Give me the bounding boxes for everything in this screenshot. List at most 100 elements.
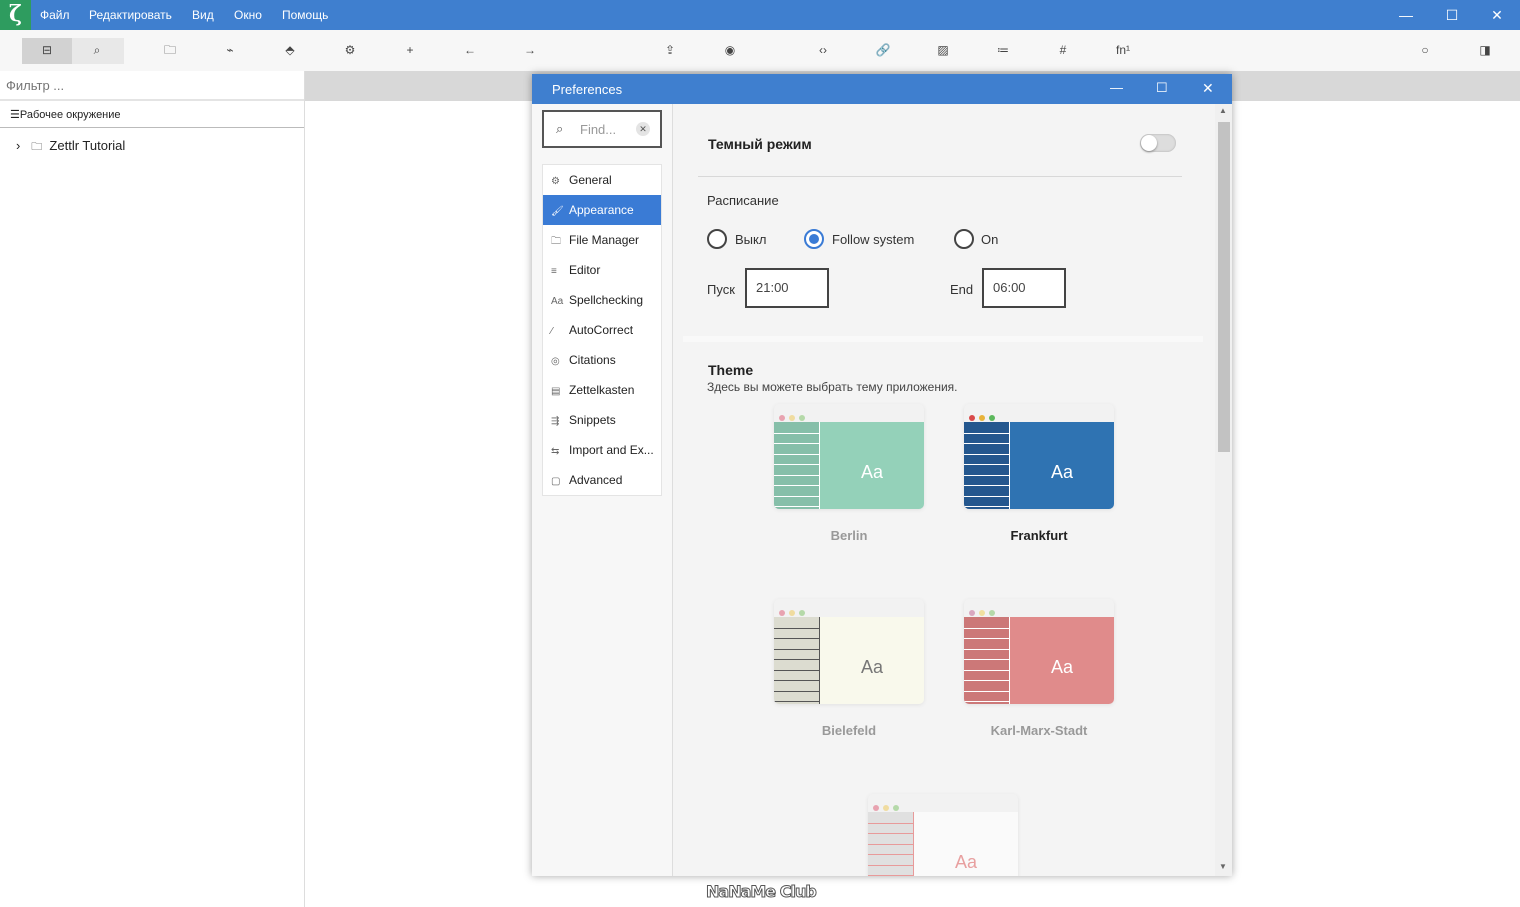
back-icon[interactable]: ←: [464, 43, 476, 57]
radio-follow-system-label: Follow system: [832, 232, 915, 247]
scroll-down-icon[interactable]: ▼: [1219, 862, 1227, 871]
start-label: Пуск: [707, 282, 735, 297]
file-manager-icon[interactable]: ⊟: [41, 43, 53, 57]
code-icon[interactable]: ‹›: [819, 43, 827, 57]
theme-preview-text: Aa: [819, 617, 924, 704]
maximize-button[interactable]: ☐: [1445, 7, 1459, 23]
start-time-input[interactable]: 21:00: [745, 268, 829, 308]
end-time-input[interactable]: 06:00: [982, 268, 1066, 308]
list-icon[interactable]: ≔: [997, 43, 1009, 57]
radio-on[interactable]: [954, 229, 974, 249]
dark-mode-toggle[interactable]: [1140, 134, 1176, 152]
nav-item-editor[interactable]: ≡ Editor: [543, 255, 661, 285]
nav-label: Advanced: [569, 473, 623, 487]
nav-item-zettelkasten[interactable]: ▤ Zettelkasten: [543, 375, 661, 405]
nav-item-spellchecking[interactable]: Aa Spellchecking: [543, 285, 661, 315]
preview-icon[interactable]: ◉: [724, 43, 736, 57]
toolbar: [0, 30, 1520, 71]
tree-item[interactable]: › 🗀 Zettlr Tutorial: [16, 137, 125, 156]
nav-item-advanced[interactable]: ▢ Advanced: [543, 465, 661, 495]
workspace-label: Рабочее окружение: [19, 109, 121, 121]
radio-follow-system[interactable]: [804, 229, 824, 249]
nav-icon: ≡: [551, 266, 557, 277]
theme-card-more[interactable]: Aa: [868, 794, 1018, 876]
nav-icon: ⇶: [551, 416, 560, 427]
menu-file[interactable]: Файл: [40, 8, 70, 22]
clear-icon[interactable]: ✕: [636, 122, 650, 136]
nav-item-general[interactable]: ⚙ General: [543, 165, 661, 195]
pomodoro-icon[interactable]: ○: [1421, 43, 1429, 57]
theme-title: Theme: [708, 362, 754, 378]
chevron-right-icon[interactable]: ›: [16, 138, 21, 153]
nav-icon: ◎: [551, 356, 560, 367]
menu-view[interactable]: Вид: [192, 8, 214, 22]
find-input[interactable]: ⌕ Find... ✕: [542, 110, 662, 148]
dialog-minimize-button[interactable]: —: [1110, 80, 1123, 95]
nav-item-citations[interactable]: ◎ Citations: [543, 345, 661, 375]
dialog-title: Preferences: [552, 82, 623, 97]
export-icon[interactable]: ⇪: [664, 43, 676, 57]
nav-label: General: [569, 173, 612, 187]
menu-help[interactable]: Помощь: [282, 8, 329, 22]
nav-icon: ⇆: [551, 446, 560, 457]
theme-preview-sidebar: [774, 422, 819, 509]
zettlr-logo: ζ: [0, 0, 31, 30]
theme-card-karl-marx-stadt[interactable]: Aa: [964, 599, 1114, 704]
nav-item-autocorrect[interactable]: ⁄ AutoCorrect: [543, 315, 661, 345]
footnote-icon[interactable]: fn¹: [1115, 43, 1130, 57]
nav-label: Spellchecking: [569, 293, 644, 307]
image-icon[interactable]: ▨: [937, 43, 949, 57]
menu-edit[interactable]: Редактировать: [89, 8, 172, 22]
settings-icon[interactable]: ⚙: [344, 43, 356, 57]
theme-preview-sidebar: [868, 812, 913, 876]
nav-icon: ⚙: [551, 176, 560, 187]
theme-preview-text: Aa: [819, 422, 924, 509]
scrollbar-thumb[interactable]: [1218, 122, 1230, 452]
nav-item-appearance[interactable]: 🖌 Appearance: [543, 195, 661, 225]
open-folder-icon[interactable]: 🗀: [163, 43, 176, 57]
table-icon[interactable]: #: [1059, 43, 1067, 57]
nav-label: Editor: [569, 263, 601, 277]
theme-name[interactable]: Berlin: [830, 528, 868, 543]
theme-description: Здесь вы можете выбрать тему приложения.: [707, 380, 958, 394]
minimize-button[interactable]: —: [1399, 7, 1413, 23]
search-icon[interactable]: ⌕: [93, 43, 101, 57]
theme-card-frankfurt[interactable]: Aa: [964, 404, 1114, 509]
graph-icon[interactable]: ⌁: [226, 43, 234, 57]
folder-icon: 🗀: [31, 141, 43, 153]
radio-off-label: Выкл: [735, 232, 767, 247]
section-separator: [683, 336, 1203, 342]
scroll-up-icon[interactable]: ▲: [1219, 106, 1227, 115]
nav-list: ⚙ General 🖌 Appearance 🗀 File Manager ≡ Editor A…: [542, 164, 662, 496]
nav-item-file-manager[interactable]: 🗀 File Manager: [543, 225, 661, 255]
nav-icon: 🗀: [551, 236, 561, 247]
filter-input[interactable]: [0, 71, 304, 101]
close-button[interactable]: ✕: [1491, 7, 1503, 23]
nav-item-snippets[interactable]: ⇶ Snippets: [543, 405, 661, 435]
radio-off[interactable]: [707, 229, 727, 249]
dialog-close-button[interactable]: ✕: [1202, 80, 1214, 96]
dialog-maximize-button[interactable]: ☐: [1156, 80, 1168, 95]
menu-window[interactable]: Окно: [234, 8, 262, 22]
schedule-label: Расписание: [707, 193, 779, 208]
link-icon[interactable]: 🔗: [875, 43, 891, 57]
tree-item-label: Zettlr Tutorial: [49, 138, 126, 153]
theme-card-bielefeld[interactable]: Aa: [774, 599, 924, 704]
forward-icon[interactable]: →: [524, 43, 536, 57]
scrollbar[interactable]: ▲ ▼: [1215, 104, 1232, 876]
workspace-icon: ☰: [10, 109, 20, 121]
nav-icon: ▤: [551, 386, 561, 397]
new-file-icon[interactable]: +: [406, 43, 414, 57]
theme-name[interactable]: Bielefeld: [821, 723, 877, 738]
tag-icon[interactable]: ⬘: [285, 43, 295, 57]
theme-name[interactable]: Karl-Marx-Stadt: [990, 723, 1088, 738]
preferences-nav: ⌕ Find... ✕ ⚙ General 🖌 Appearance 🗀 File Man…: [532, 104, 673, 876]
dialog-title-bar: Preferences — ☐ ✕: [532, 74, 1232, 104]
theme-card-berlin[interactable]: Aa: [774, 404, 924, 509]
nav-icon: ▢: [551, 476, 561, 487]
theme-name[interactable]: Frankfurt: [1010, 528, 1068, 543]
window-dots-icon: [873, 800, 903, 814]
nav-item-import-and-ex[interactable]: ⇆ Import and Ex...: [543, 435, 661, 465]
sidebar-toggle-icon[interactable]: ◨: [1479, 43, 1491, 57]
nav-label: Zettelkasten: [569, 383, 635, 397]
